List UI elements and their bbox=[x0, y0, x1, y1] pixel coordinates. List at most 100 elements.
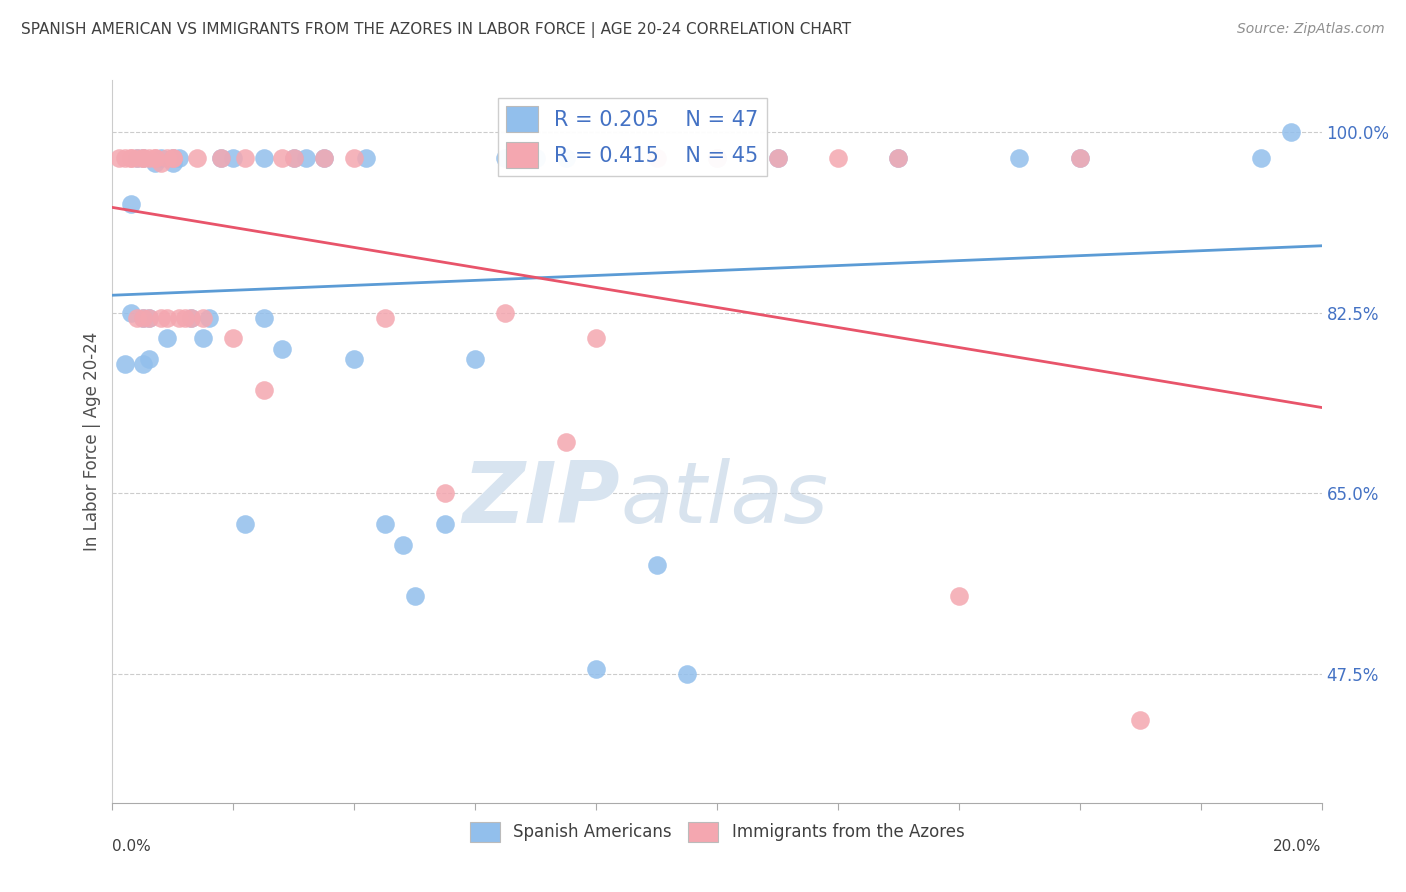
Point bbox=[156, 331, 179, 345]
Point bbox=[149, 156, 172, 170]
Text: 20.0%: 20.0% bbox=[1274, 838, 1322, 854]
Point bbox=[167, 310, 190, 325]
Point bbox=[191, 331, 215, 345]
Point bbox=[132, 151, 155, 165]
Point bbox=[948, 590, 970, 604]
Point bbox=[495, 151, 517, 165]
Point bbox=[283, 151, 305, 165]
Point bbox=[356, 151, 378, 165]
Point bbox=[766, 151, 789, 165]
Point bbox=[107, 151, 129, 165]
Point bbox=[391, 538, 413, 552]
Point bbox=[143, 151, 166, 165]
Point bbox=[162, 156, 184, 170]
Point bbox=[253, 383, 276, 397]
Point bbox=[374, 517, 396, 532]
Point bbox=[434, 517, 457, 532]
Point bbox=[464, 351, 486, 366]
Point bbox=[143, 151, 166, 165]
Point bbox=[125, 310, 148, 325]
Point bbox=[1008, 151, 1031, 165]
Point bbox=[156, 310, 179, 325]
Point bbox=[235, 517, 257, 532]
Point bbox=[283, 151, 305, 165]
Point bbox=[125, 151, 148, 165]
Point bbox=[120, 197, 142, 211]
Point bbox=[706, 151, 728, 165]
Point bbox=[585, 331, 607, 345]
Point bbox=[706, 151, 728, 165]
Point bbox=[167, 151, 190, 165]
Point bbox=[156, 151, 179, 165]
Point bbox=[120, 151, 142, 165]
Point bbox=[222, 151, 245, 165]
Point bbox=[132, 310, 155, 325]
Text: ZIP: ZIP bbox=[463, 458, 620, 541]
Point bbox=[132, 310, 155, 325]
Point bbox=[149, 310, 172, 325]
Point bbox=[186, 151, 208, 165]
Point bbox=[198, 310, 221, 325]
Point bbox=[676, 666, 699, 681]
Y-axis label: In Labor Force | Age 20-24: In Labor Force | Age 20-24 bbox=[83, 332, 101, 551]
Point bbox=[120, 151, 142, 165]
Point bbox=[766, 151, 789, 165]
Point bbox=[270, 342, 292, 356]
Point bbox=[138, 351, 160, 366]
Point bbox=[162, 151, 184, 165]
Point bbox=[191, 310, 215, 325]
Point bbox=[162, 151, 184, 165]
Point bbox=[343, 151, 366, 165]
Point bbox=[149, 151, 172, 165]
Point bbox=[1250, 151, 1272, 165]
Point bbox=[434, 486, 457, 500]
Text: Source: ZipAtlas.com: Source: ZipAtlas.com bbox=[1237, 22, 1385, 37]
Point bbox=[1069, 151, 1091, 165]
Point bbox=[827, 151, 849, 165]
Text: atlas: atlas bbox=[620, 458, 828, 541]
Text: SPANISH AMERICAN VS IMMIGRANTS FROM THE AZORES IN LABOR FORCE | AGE 20-24 CORREL: SPANISH AMERICAN VS IMMIGRANTS FROM THE … bbox=[21, 22, 851, 38]
Point bbox=[162, 151, 184, 165]
Point bbox=[554, 434, 576, 449]
Point bbox=[120, 305, 142, 319]
Point bbox=[404, 590, 426, 604]
Point bbox=[314, 151, 336, 165]
Point bbox=[235, 151, 257, 165]
Point bbox=[209, 151, 232, 165]
Point bbox=[138, 151, 160, 165]
Point bbox=[180, 310, 202, 325]
Legend: Spanish Americans, Immigrants from the Azores: Spanish Americans, Immigrants from the A… bbox=[463, 815, 972, 848]
Point bbox=[295, 151, 318, 165]
Point bbox=[554, 151, 576, 165]
Point bbox=[138, 310, 160, 325]
Point bbox=[495, 305, 517, 319]
Point bbox=[374, 310, 396, 325]
Point bbox=[132, 151, 155, 165]
Point bbox=[887, 151, 910, 165]
Text: 0.0%: 0.0% bbox=[112, 838, 152, 854]
Point bbox=[645, 151, 668, 165]
Point bbox=[209, 151, 232, 165]
Point bbox=[253, 310, 276, 325]
Point bbox=[253, 151, 276, 165]
Point bbox=[132, 357, 155, 371]
Point bbox=[222, 331, 245, 345]
Point bbox=[887, 151, 910, 165]
Point bbox=[645, 558, 668, 573]
Point bbox=[138, 310, 160, 325]
Point bbox=[114, 357, 136, 371]
Point bbox=[114, 151, 136, 165]
Point bbox=[143, 156, 166, 170]
Point bbox=[524, 151, 547, 165]
Point bbox=[132, 151, 155, 165]
Point bbox=[1129, 713, 1152, 727]
Point bbox=[174, 310, 197, 325]
Point bbox=[270, 151, 292, 165]
Point bbox=[1069, 151, 1091, 165]
Point bbox=[125, 151, 148, 165]
Point bbox=[1281, 125, 1303, 139]
Point bbox=[314, 151, 336, 165]
Point bbox=[585, 662, 607, 676]
Point bbox=[343, 351, 366, 366]
Point bbox=[180, 310, 202, 325]
